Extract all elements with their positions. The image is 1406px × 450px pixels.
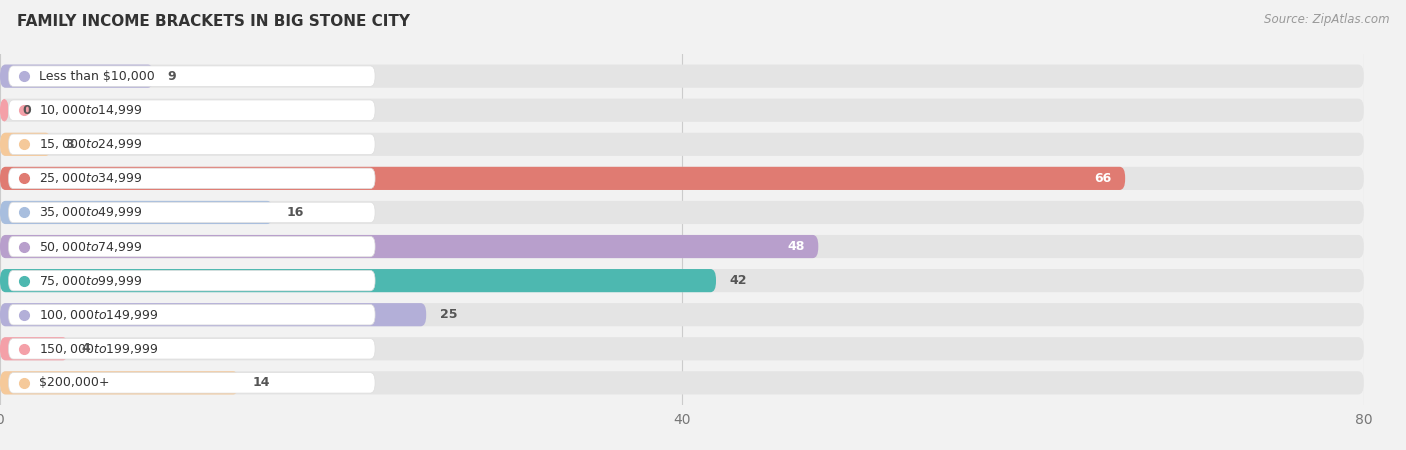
Text: 4: 4: [82, 342, 90, 355]
FancyBboxPatch shape: [0, 133, 51, 156]
FancyBboxPatch shape: [0, 337, 67, 360]
FancyBboxPatch shape: [0, 303, 426, 326]
FancyBboxPatch shape: [8, 373, 375, 393]
Text: FAMILY INCOME BRACKETS IN BIG STONE CITY: FAMILY INCOME BRACKETS IN BIG STONE CITY: [17, 14, 411, 28]
FancyBboxPatch shape: [0, 235, 818, 258]
Text: 42: 42: [730, 274, 747, 287]
FancyBboxPatch shape: [0, 64, 153, 88]
Text: $35,000 to $49,999: $35,000 to $49,999: [39, 206, 143, 220]
Text: 16: 16: [287, 206, 304, 219]
FancyBboxPatch shape: [8, 66, 375, 86]
Text: $75,000 to $99,999: $75,000 to $99,999: [39, 274, 143, 288]
Text: 0: 0: [22, 104, 31, 117]
Text: 14: 14: [252, 376, 270, 389]
Text: $25,000 to $34,999: $25,000 to $34,999: [39, 171, 143, 185]
Text: Less than $10,000: Less than $10,000: [39, 70, 155, 83]
FancyBboxPatch shape: [8, 168, 375, 189]
FancyBboxPatch shape: [8, 236, 375, 257]
FancyBboxPatch shape: [0, 371, 1364, 395]
FancyBboxPatch shape: [0, 64, 1364, 88]
FancyBboxPatch shape: [8, 338, 375, 359]
Text: 9: 9: [167, 70, 176, 83]
FancyBboxPatch shape: [0, 167, 1364, 190]
Text: 25: 25: [440, 308, 457, 321]
FancyBboxPatch shape: [8, 134, 375, 154]
FancyBboxPatch shape: [8, 202, 375, 223]
FancyBboxPatch shape: [0, 269, 716, 292]
FancyBboxPatch shape: [0, 201, 1364, 224]
Text: $150,000 to $199,999: $150,000 to $199,999: [39, 342, 159, 356]
FancyBboxPatch shape: [0, 371, 239, 395]
FancyBboxPatch shape: [0, 337, 1364, 360]
Text: 3: 3: [65, 138, 73, 151]
FancyBboxPatch shape: [0, 167, 1125, 190]
FancyBboxPatch shape: [0, 99, 8, 122]
FancyBboxPatch shape: [0, 201, 273, 224]
Text: $50,000 to $74,999: $50,000 to $74,999: [39, 239, 143, 253]
Text: 48: 48: [787, 240, 804, 253]
FancyBboxPatch shape: [0, 235, 1364, 258]
Text: $10,000 to $14,999: $10,000 to $14,999: [39, 103, 143, 117]
Text: 66: 66: [1094, 172, 1112, 185]
FancyBboxPatch shape: [0, 303, 1364, 326]
Text: $200,000+: $200,000+: [39, 376, 110, 389]
Text: $100,000 to $149,999: $100,000 to $149,999: [39, 308, 159, 322]
FancyBboxPatch shape: [8, 270, 375, 291]
FancyBboxPatch shape: [8, 100, 375, 121]
Text: $15,000 to $24,999: $15,000 to $24,999: [39, 137, 143, 151]
FancyBboxPatch shape: [0, 269, 1364, 292]
FancyBboxPatch shape: [0, 133, 1364, 156]
FancyBboxPatch shape: [8, 305, 375, 325]
Text: Source: ZipAtlas.com: Source: ZipAtlas.com: [1264, 14, 1389, 27]
FancyBboxPatch shape: [0, 99, 1364, 122]
